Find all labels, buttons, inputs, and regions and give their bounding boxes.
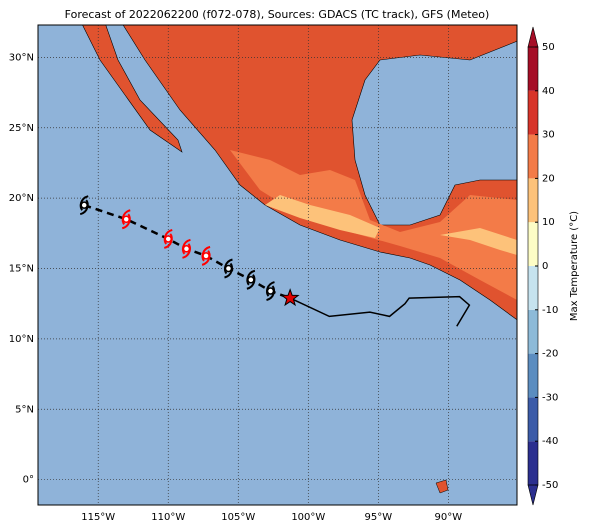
y-tick-label: 5°N (15, 404, 34, 415)
colorbar-tick-label: -20 (542, 349, 558, 360)
colorbar-tick-label: 40 (542, 86, 555, 97)
y-tick-label: 25°N (9, 123, 34, 134)
storm-symbol (79, 195, 89, 216)
colorbar-tick-label: 50 (542, 42, 555, 53)
colorbar-level (528, 397, 538, 442)
land-light-zone (440, 228, 517, 255)
colorbar-tick-label: 10 (542, 217, 555, 228)
land-baja (82, 25, 183, 153)
storm-eye (247, 276, 255, 284)
y-tick-label: 20°N (9, 193, 34, 204)
colorbar-tick-label: -50 (542, 480, 558, 491)
colorbar-level (528, 90, 538, 135)
colorbar-extend-bottom (527, 484, 539, 506)
x-tick-label: 110°W (151, 512, 185, 523)
land (82, 25, 517, 494)
colorbar-tick-label: 0 (542, 261, 548, 272)
storm-symbol (246, 269, 256, 290)
colorbar-tick-label: -30 (542, 392, 558, 403)
y-tick-label: 10°N (9, 334, 34, 345)
x-tick-label: 95°W (365, 512, 393, 523)
storm-symbol (201, 245, 211, 266)
colorbar-level (528, 47, 538, 91)
colorbar-extend-top (527, 26, 539, 48)
map-frame (37, 24, 518, 506)
colorbar-level (528, 266, 538, 310)
colorbar-level (528, 134, 538, 179)
storm-eye (182, 245, 191, 253)
x-tick-label: 105°W (221, 512, 255, 523)
colorbar-level (528, 222, 538, 266)
storm-eye (266, 287, 275, 295)
y-tick-label: 0° (23, 475, 34, 486)
colorbar-level (528, 178, 538, 223)
grid (38, 25, 517, 505)
storm-symbol (121, 209, 131, 230)
land-warm-zone (230, 150, 517, 300)
storm-eye (122, 215, 130, 224)
colorbar-tick-label: -10 (542, 305, 558, 316)
storm-symbol (163, 228, 173, 249)
storm-eye (202, 252, 210, 260)
colorbar-tick-label: -40 (542, 436, 558, 447)
storm-eye (80, 201, 88, 209)
colorbar-tick-label: 30 (542, 130, 555, 141)
past-track (289, 295, 471, 327)
colorbar-tick-label: 20 (542, 173, 555, 184)
colorbar-level (528, 309, 538, 354)
x-tick-label: 100°W (291, 512, 325, 523)
current-position (280, 288, 300, 307)
colorbar-level (528, 353, 538, 398)
tracks (79, 195, 471, 327)
land-light-zone (265, 195, 380, 238)
colorbar-level (528, 441, 538, 485)
storm-symbol (223, 258, 234, 279)
colorbar-label: Max Temperature (°C) (569, 211, 580, 321)
storm-eye (224, 264, 233, 273)
x-tick-label: 90°W (435, 512, 463, 523)
storm-symbol (265, 281, 276, 302)
storm-eye (164, 235, 173, 243)
y-tick-label: 15°N (9, 264, 34, 275)
chart-title: Forecast of 2022062200 (f072-078), Sourc… (65, 8, 490, 21)
island (435, 479, 449, 494)
y-tick-label: 30°N (9, 52, 34, 63)
storm-symbol (181, 238, 191, 259)
colorbar: -50 -40 -30 -20 -10 0 10 20 30 40 50 Max Temperatur… (527, 26, 580, 506)
x-tick-label: 115°W (81, 512, 115, 523)
